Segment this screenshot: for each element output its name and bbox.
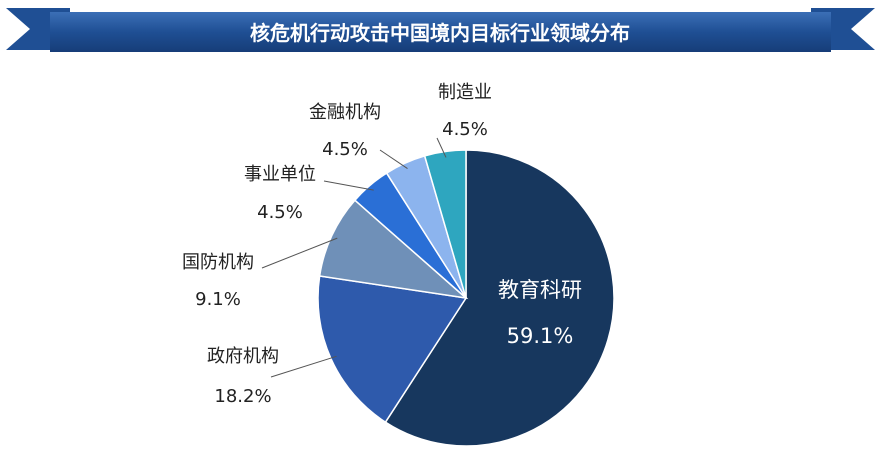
pie-slice-education-research: [384, 149, 615, 447]
pie-slice-government: [317, 275, 468, 424]
slice-label-education-research: 教育科研: [498, 278, 582, 302]
slice-value-education-research: 59.1%: [507, 324, 574, 348]
slice-value-government: 18.2%: [214, 386, 271, 407]
slice-value-manufacturing: 4.5%: [442, 119, 488, 140]
slice-label-defense: 国防机构: [182, 252, 254, 273]
chart-title: 核危机行动攻击中国境内目标行业领域分布: [250, 21, 630, 45]
slice-label-finance: 金融机构: [309, 102, 381, 123]
leader-line-finance: [379, 149, 408, 170]
leader-line-public-institution: [323, 180, 374, 191]
pie-slices: [317, 149, 615, 447]
banner-bar: [50, 12, 831, 52]
slice-labels: 教育科研 59.1% 政府机构 18.2% 国防机构 9.1% 事业单位 4.5% 金融机构 4.…: [182, 82, 582, 407]
leader-line-manufacturing: [436, 137, 447, 158]
pie-slice-defense: [318, 199, 469, 300]
label-leader-lines: [261, 137, 447, 378]
slice-label-public-institution: 事业单位: [244, 164, 316, 185]
slice-label-manufacturing: 制造业: [438, 82, 492, 103]
leader-line-defense: [261, 237, 338, 269]
leader-line-government: [270, 355, 337, 378]
slice-value-public-institution: 4.5%: [257, 202, 303, 223]
slice-value-finance: 4.5%: [322, 139, 368, 160]
title-banner: 核危机行动攻击中国境内目标行业领域分布: [6, 8, 875, 52]
slice-label-government: 政府机构: [207, 346, 279, 367]
slice-value-defense: 9.1%: [195, 289, 241, 310]
pie-slice-manufacturing: [423, 149, 467, 299]
